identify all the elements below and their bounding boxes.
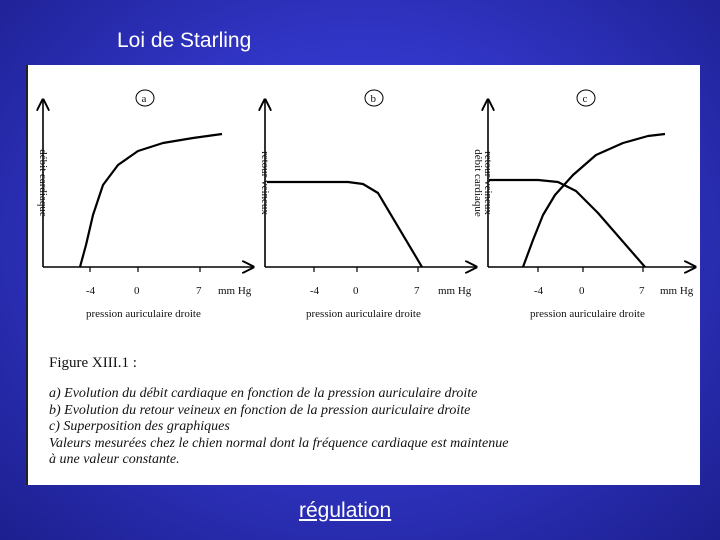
caption-line-c: c) Superposition des graphiques (49, 419, 230, 434)
panel-a-tick-label: 7 (196, 285, 202, 297)
panel-a-letter-circle (135, 89, 155, 107)
panel-c-cardiac-output-curve (521, 132, 666, 268)
panel-a-x-label: pression auriculaire droite (86, 308, 201, 320)
panel-c-tick-label: 0 (579, 285, 585, 297)
panel-b-x-unit: mm Hg (438, 285, 472, 297)
panel-a-tick-label: -4 (86, 285, 96, 297)
figure-caption: Figure XIII.1 : a) Evolution du débit ca… (49, 355, 689, 469)
panel-c-letter-circle (576, 89, 596, 107)
starling-figure: a -4 0 7 mm Hg pression auriculaire droite déb… (26, 65, 700, 485)
panel-b-x-label: pression auriculaire droite (306, 308, 421, 320)
panel-b-tick-label: -4 (310, 285, 320, 297)
caption-line-conditions: Valeurs mesurées chez le chien normal do… (49, 435, 509, 451)
panel-a-cardiac-output-curve (78, 132, 223, 268)
panel-b-tick-label: 7 (414, 285, 420, 297)
panel-c-tick-label: -4 (534, 285, 544, 297)
caption-line-b: b) Evolution du retour veineux en foncti… (49, 402, 471, 418)
panel-c-y-label: retour veineux (482, 151, 494, 215)
panel-a-y-label: débit cardiaque (37, 149, 49, 217)
panel-b-venous-return-curve (267, 180, 423, 268)
panel-c-x-label: pression auriculaire droite (530, 308, 645, 320)
panel-c-x-unit: mm Hg (660, 285, 694, 297)
caption-title: Figure XIII.1 : (49, 355, 137, 371)
caption-line-conditions-cont: à une valeur constante. (49, 452, 180, 467)
panel-c-venous-return-curve (489, 178, 646, 268)
panel-b-letter-circle (364, 89, 384, 107)
caption-line-a: a) Evolution du débit cardiaque en fonct… (49, 386, 478, 401)
panel-b-tick-label: 0 (353, 285, 359, 297)
panel-a-x-unit: mm Hg (218, 285, 252, 297)
panel-b-y-label: retour veineux (259, 151, 271, 215)
slide-title: Loi de Starling (117, 29, 252, 52)
panel-b-letter: b (371, 93, 377, 105)
panel-a-letter: a (142, 93, 147, 105)
footer-link-regulation[interactable]: régulation (299, 499, 392, 522)
figure-graphs: a -4 0 7 mm Hg pression auriculaire droite déb… (28, 89, 700, 320)
panel-c-y-label: débit cardiaque (472, 149, 484, 217)
panel-a-tick-label: 0 (134, 285, 140, 297)
panel-c-letter: c (583, 93, 588, 105)
panel-c-tick-label: 7 (639, 285, 645, 297)
